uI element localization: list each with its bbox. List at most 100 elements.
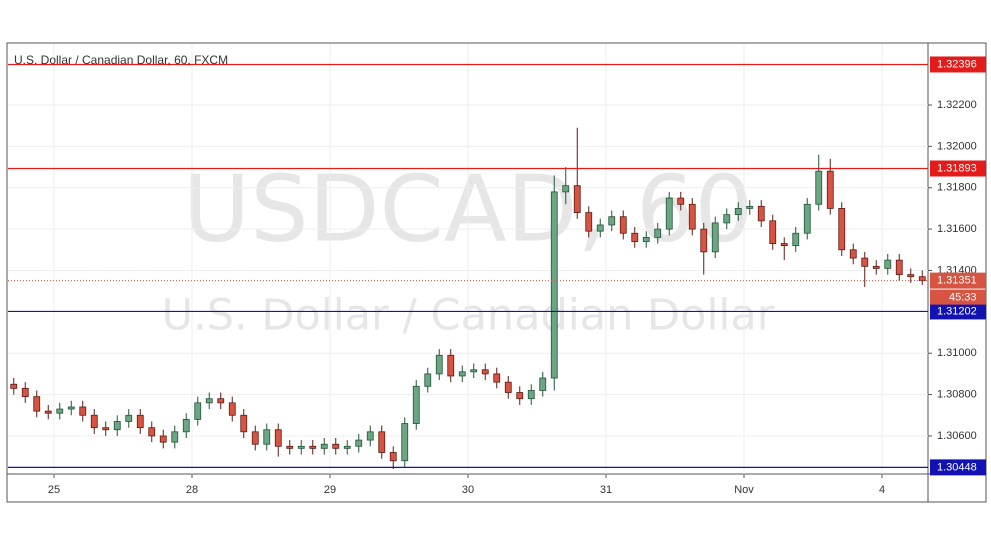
candle-body (366, 431, 374, 441)
candle-body (401, 423, 409, 462)
candle-body (113, 421, 121, 431)
candle-body (251, 431, 259, 445)
candle-body (826, 170, 834, 209)
price-badge-label: 1.32396 (937, 58, 977, 70)
candle-body (56, 408, 64, 414)
candle-body (389, 452, 397, 462)
price-badge (930, 272, 986, 289)
candle-body (527, 390, 535, 400)
candle-body (907, 274, 915, 278)
candle-body (263, 429, 271, 445)
price-badge-label: 1.31893 (937, 162, 977, 174)
candle-body (136, 414, 144, 429)
countdown-badge (930, 289, 986, 305)
candle-body (412, 385, 420, 424)
candle-body (205, 398, 213, 404)
candle-body (79, 406, 87, 416)
candle-body (631, 232, 639, 242)
candle-body (872, 265, 880, 269)
candle-body (769, 220, 777, 244)
price-badge-label: 1.31351 (937, 275, 977, 287)
candle-body (757, 205, 765, 222)
price-badge (930, 459, 986, 476)
candle-body (608, 216, 616, 226)
y-tick-label: 1.31600 (937, 223, 977, 235)
candle-body (677, 197, 685, 205)
candle-body (343, 445, 351, 449)
chart-frame (6, 42, 987, 503)
candle-body (217, 398, 225, 404)
candle-body (10, 383, 18, 389)
y-tick-label: 1.32200 (937, 99, 977, 111)
candle-body (159, 435, 167, 443)
price-badge-label: 1.31202 (937, 305, 977, 317)
x-tick-label: 28 (186, 484, 198, 496)
price-badge (930, 303, 986, 320)
candle-body (849, 249, 857, 259)
candle-body (33, 396, 41, 412)
candle-body (642, 236, 650, 242)
candle-body (424, 373, 432, 387)
price-badge (930, 56, 986, 73)
candle-body (573, 185, 581, 213)
x-tick-label: Nov (734, 484, 754, 496)
candle-body (654, 228, 662, 238)
candle-body (332, 443, 340, 449)
x-tick-label: 25 (48, 484, 60, 496)
candle-body (723, 214, 731, 224)
candle-body (688, 203, 696, 230)
candle-body (240, 414, 248, 433)
candle-body (780, 243, 788, 247)
candle-body (320, 443, 328, 449)
candle-body (504, 381, 512, 393)
candle-body (815, 170, 823, 205)
candle-body (44, 410, 52, 414)
price-badge (930, 160, 986, 177)
candle-body (148, 427, 156, 437)
y-tick-label: 1.31000 (937, 347, 977, 359)
candle-body (297, 445, 305, 449)
candle-body (309, 445, 317, 449)
candle-body (792, 232, 800, 247)
countdown: 45:33 (949, 292, 977, 304)
candle-body (918, 276, 926, 282)
overlay: 1.306001.308001.310001.314001.316001.318… (8, 56, 986, 496)
x-tick-label: 31 (600, 484, 612, 496)
candle-body (861, 257, 869, 267)
candle-body (378, 431, 386, 453)
candle-body (182, 418, 190, 433)
candle-body (125, 414, 133, 422)
candle-body (585, 212, 593, 232)
x-tick-label: 29 (324, 484, 336, 496)
y-tick-label: 1.32000 (937, 140, 977, 152)
candle-body (286, 445, 294, 449)
candle-body (90, 414, 98, 429)
candle-body (803, 203, 811, 234)
price-badge-label: 1.30448 (937, 461, 977, 473)
candle-body (619, 216, 627, 234)
candle-body (171, 431, 179, 443)
candle-body (895, 259, 903, 276)
x-tick-label: 30 (462, 484, 474, 496)
candle-body (228, 402, 236, 416)
candle-body (734, 208, 742, 216)
candle-body (67, 406, 75, 410)
candle-body (516, 392, 524, 400)
candle-body (481, 369, 489, 375)
candle-body (665, 197, 673, 230)
candle-body (355, 439, 363, 447)
candle-body (746, 205, 754, 209)
chart-title: U.S. Dollar / Canadian Dollar, 60, FXCM (14, 53, 228, 67)
candle-body (447, 354, 455, 377)
candle-body (102, 427, 110, 431)
y-tick-label: 1.30600 (937, 430, 977, 442)
candle-body (562, 185, 570, 193)
y-tick-label: 1.30800 (937, 388, 977, 400)
candle-body (493, 373, 501, 383)
candle-body (711, 222, 719, 253)
candle-body (458, 371, 466, 377)
y-tick-label: 1.31800 (937, 182, 977, 194)
candle-body (884, 259, 892, 269)
candle-body (550, 191, 558, 379)
